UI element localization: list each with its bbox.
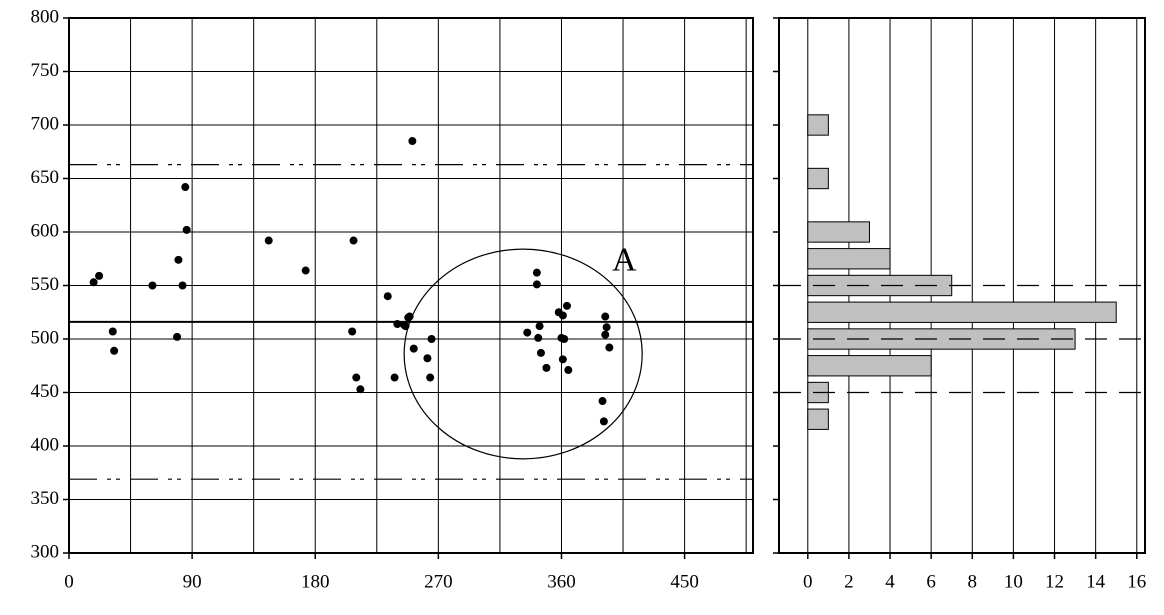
x-tick-label: 0 [64,571,74,592]
point [601,312,610,321]
bar [807,355,932,377]
point [532,268,541,277]
point [599,417,608,426]
y-tick-label: 550 [31,274,60,295]
y-tick-label: 800 [31,6,60,27]
point [182,225,191,234]
point [352,373,361,382]
x-tick-label: 0 [803,571,813,592]
y-tick-label: 700 [31,113,60,134]
point [408,137,417,146]
x-tick-label: 450 [670,571,699,592]
point [409,344,418,353]
y-tick-label: 450 [31,381,60,402]
bar [807,328,1076,350]
point [560,335,569,343]
x-tick-label: 16 [1127,571,1146,592]
bar [807,221,870,243]
point [148,281,157,290]
x-tick-label: 270 [424,571,453,592]
point [558,355,567,364]
point [264,236,273,245]
highlight-ellipse [403,248,643,460]
point [523,328,532,337]
y-tick-label: 750 [31,60,60,81]
point [598,397,607,406]
point [301,266,310,275]
bar [807,167,829,190]
x-tick-label: 90 [183,571,202,592]
x-tick-label: 10 [1004,571,1023,592]
y-tick-label: 300 [31,541,60,562]
point [542,363,551,372]
point [423,354,432,363]
point [427,335,436,343]
ellipse-label: A [612,242,637,279]
x-tick-label: 180 [301,571,330,592]
x-tick-label: 360 [547,571,576,592]
x-tick-label: 12 [1045,571,1064,592]
y-tick-label: 350 [31,488,60,509]
point [383,292,392,301]
y-tick-label: 400 [31,434,60,455]
point [558,311,567,320]
bar [807,301,1117,323]
point [173,332,182,341]
point [534,333,543,342]
point [174,255,183,264]
point [89,278,98,287]
x-tick-label: 4 [885,571,895,592]
point [602,323,611,332]
point [562,301,571,310]
point [536,348,545,357]
point [535,322,544,331]
point [348,327,357,336]
point [605,343,614,352]
point [564,366,573,375]
point [390,373,399,382]
y-tick-label: 500 [31,327,60,348]
bar [807,114,829,136]
x-tick-label: 2 [844,571,854,592]
y-tick-label: 600 [31,220,60,241]
point [356,385,365,394]
point [426,373,435,382]
plot-frame [68,17,754,554]
x-tick-label: 6 [926,571,936,592]
point [349,236,358,245]
point [95,271,104,280]
bar [807,248,891,270]
x-tick-label: 14 [1086,571,1106,592]
point [601,330,610,339]
bar [807,408,829,430]
point [110,346,119,355]
point [108,327,117,336]
point [181,183,190,192]
y-tick-label: 650 [31,167,60,188]
point [178,281,187,290]
x-tick-label: 8 [968,571,978,592]
point [532,280,541,289]
